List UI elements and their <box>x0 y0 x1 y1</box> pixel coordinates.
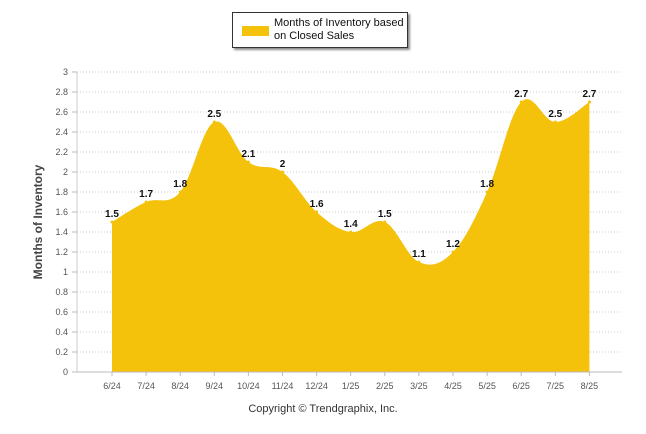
x-tick-label: 12/24 <box>305 381 328 391</box>
y-tick-label: 0 <box>63 367 68 377</box>
y-axis-title: Months of Inventory <box>31 164 45 280</box>
x-tick-label: 9/24 <box>206 381 224 391</box>
y-tick-label: 1.8 <box>55 187 68 197</box>
data-label: 1.1 <box>412 249 426 260</box>
x-tick-label: 7/24 <box>137 381 155 391</box>
y-tick-label: 0.8 <box>55 287 68 297</box>
data-label: 2.5 <box>207 109 221 120</box>
data-labels: 1.5 1.7 1.8 2.5 2.1 2 1.6 1.4 1.5 1.1 1.2 1.8 2.7 2.5… <box>105 89 597 264</box>
legend-swatch <box>242 26 269 36</box>
x-tick-label: 8/24 <box>171 381 189 391</box>
x-tick-label: 7/25 <box>547 381 565 391</box>
x-tick-label: 6/24 <box>103 381 121 391</box>
x-tick-labels: 6/24 7/24 8/24 9/24 10/24 11/24 12/24 1/25 2/25 3… <box>103 372 598 391</box>
data-point <box>553 120 557 124</box>
data-label: 1.2 <box>446 239 460 250</box>
y-tick-label: 2 <box>63 167 68 177</box>
data-point <box>246 160 250 164</box>
y-tick-label: 1.6 <box>55 207 68 217</box>
data-label: 1.5 <box>105 209 119 220</box>
data-label: 2.7 <box>582 89 596 100</box>
data-label: 1.5 <box>378 209 392 220</box>
x-tick-label: 10/24 <box>237 381 260 391</box>
data-label: 2.1 <box>241 149 255 160</box>
axes <box>76 72 622 373</box>
y-tick-label: 1 <box>63 267 68 277</box>
y-tick-label: 2.2 <box>55 147 68 157</box>
data-point <box>178 190 182 194</box>
data-point <box>144 200 148 204</box>
y-tick-label: 2.4 <box>55 127 68 137</box>
data-point <box>281 170 284 174</box>
data-label: 2.5 <box>548 109 562 120</box>
x-tick-label: 11/24 <box>272 381 294 391</box>
y-tick-label: 1.2 <box>55 247 68 257</box>
data-point <box>110 220 114 224</box>
data-point <box>349 230 353 234</box>
x-tick-label: 8/25 <box>581 381 599 391</box>
data-label: 1.6 <box>310 199 324 210</box>
y-tick-label: 2.6 <box>55 107 68 117</box>
y-tick-label: 3 <box>63 67 68 77</box>
y-tick-label: 0.2 <box>55 347 68 357</box>
area-fill <box>112 99 590 373</box>
data-label: 2.7 <box>514 89 528 100</box>
y-tick-label: 0.6 <box>55 307 68 317</box>
x-tick-label: 3/25 <box>410 381 428 391</box>
data-point <box>519 100 523 104</box>
data-point <box>417 260 421 264</box>
data-point <box>383 220 387 224</box>
y-tick-label: 0.4 <box>55 327 68 337</box>
legend-label: Months of Inventory based on Closed Sale… <box>274 17 404 42</box>
data-point <box>451 250 455 254</box>
y-tick-label: 1.4 <box>55 227 68 237</box>
x-tick-label: 1/25 <box>342 381 360 391</box>
x-tick-label: 5/25 <box>478 381 496 391</box>
data-label: 1.7 <box>139 189 153 200</box>
y-tick-labels: 0 0.2 0.4 0.6 0.8 1 1.2 1.4 1.6 1.8 2 2.2 2.4 2.6 2.8 3 <box>55 67 68 377</box>
data-label: 1.4 <box>344 219 358 230</box>
data-point <box>587 100 591 104</box>
copyright-text: Copyright © Trendgraphix, Inc. <box>248 403 398 415</box>
area-series <box>112 99 590 373</box>
x-tick-label: 4/25 <box>444 381 462 391</box>
data-point <box>315 210 319 214</box>
x-tick-label: 6/25 <box>512 381 530 391</box>
data-label: 2 <box>280 159 286 170</box>
data-point <box>485 190 489 194</box>
y-tick-label: 2.8 <box>55 87 68 97</box>
x-tick-label: 2/25 <box>376 381 394 391</box>
data-label: 1.8 <box>480 179 494 190</box>
data-label: 1.8 <box>173 179 187 190</box>
data-point <box>212 120 216 124</box>
legend: Months of Inventory based on Closed Sale… <box>232 12 408 48</box>
